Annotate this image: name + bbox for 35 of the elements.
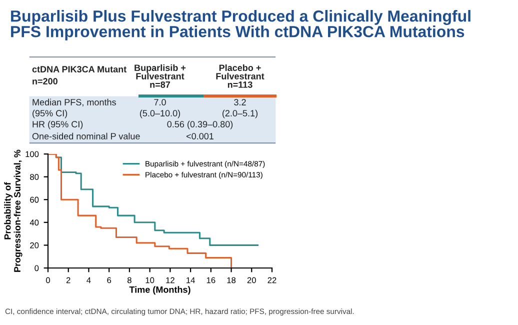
x-tick-label: 18 [227,277,236,284]
text: 7.0 [154,99,166,106]
y-tick-label: 0 [34,265,39,272]
chart-title: Buparlisib Plus Fulvestrant Produced a Clinically Meaningful PFS Improvement in Patients With ctDNA PIK3CA Mutations [11,10,470,40]
text: ctDNA PIK3CA Mutant [32,66,127,72]
x-tick-label: 22 [268,277,276,284]
x-tick-label: 6 [107,277,112,284]
y-tick-label: 60 [30,196,39,203]
text: 3.2 [234,99,246,106]
x-tick-label: 14 [186,277,195,284]
x-tick-label: 16 [206,277,216,284]
x-tick-label: 12 [166,277,174,284]
y-axis-title: Probability of Progression-free Survival, % [4,150,22,272]
x-tick-label: 2 [66,277,70,284]
x-tick-label: 10 [146,277,154,284]
text: Placebo + Fulvestrant n=113 [216,64,264,88]
text: One-sided nominal P value [32,132,140,140]
x-axis-title: Time (Months) [129,286,190,295]
text: (5.0–10.0) [140,110,180,118]
y-tick-label: 20 [30,242,39,248]
text: n=200 [32,78,58,84]
text: <0.001 [186,133,214,140]
y-tick-label: 80 [30,174,39,180]
text: (95% CI) [32,110,68,118]
text: HR (95% CI) [32,120,83,130]
text: 0.56 (0.39–0.80) [167,120,233,130]
y-tick-label: 40 [30,220,39,226]
text: (2.0–5.1) [222,110,258,118]
y-tick-label: 100 [26,151,39,158]
x-tick-label: 20 [247,277,256,284]
text: Buparlisib + Fulvestrant n=87 [134,64,186,88]
x-tick-label: 0 [46,277,50,284]
x-tick-label: 4 [86,277,91,284]
text: Median PFS, months [32,98,116,106]
x-tick-label: 8 [128,277,132,284]
